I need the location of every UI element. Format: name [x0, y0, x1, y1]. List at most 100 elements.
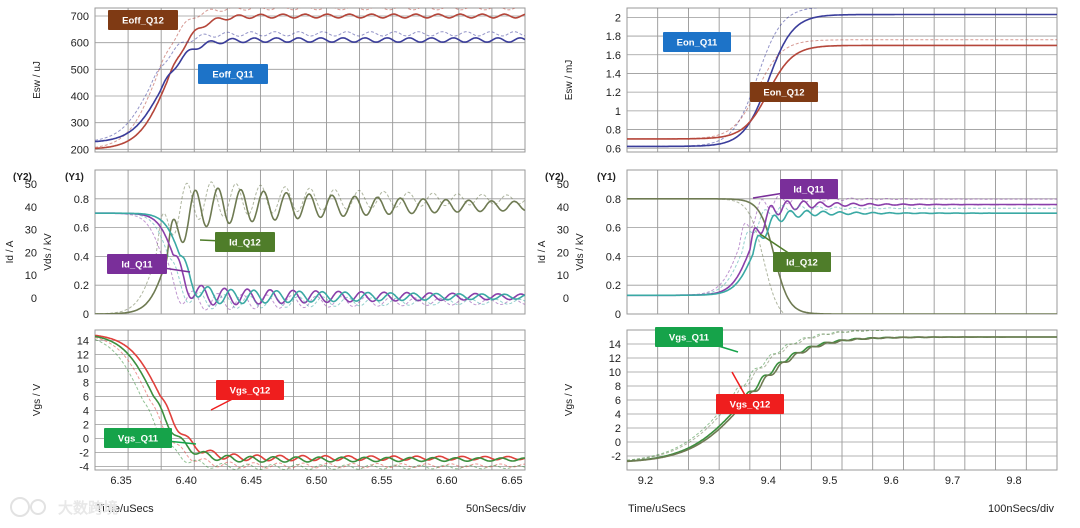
annotation-box	[107, 254, 167, 274]
annotation-label: Vgs_Q12	[730, 400, 771, 411]
y-axis-label: Vgs / V	[564, 384, 575, 417]
y2-tick-label: 30	[557, 225, 569, 237]
left-time-div-label: 50nSecs/div	[466, 503, 526, 515]
annotation-tag-vgs-q11: Vgs_Q11	[104, 428, 197, 448]
annotation-label: Eoff_Q11	[212, 70, 254, 81]
y2-tick-label: 10	[557, 270, 569, 282]
series-line-ghost-eoff-q11	[95, 31, 525, 141]
turnoff-esw-chart: 200 300 400 500 600 700 Esw / uJ Eoff_Q12 Eoff_Q…	[32, 7, 526, 156]
vds-axis-label: Vds / kV	[43, 233, 54, 271]
series-line-id-q12	[95, 212, 525, 305]
annotation-box	[750, 82, 818, 102]
x-tick-label: 6.40	[176, 475, 197, 487]
y-tick-label: 8	[615, 381, 621, 393]
y-tick-label: 12	[609, 353, 621, 365]
y-tick-label: 2	[83, 420, 89, 432]
y-tick-label: 14	[77, 336, 89, 348]
annotation-box	[716, 394, 784, 414]
turnoff-vds-id-plot-area	[94, 169, 526, 315]
y-tick-label: 200	[71, 144, 89, 156]
y-tick-label: 4	[615, 409, 621, 421]
y-tick-label: 14	[609, 339, 621, 351]
turnoff-vgs-chart: -4 -2 0 2 4 6 8 10 12 14 Vgs / V 6.35 6.40 6.45 6.50 6.…	[32, 329, 526, 487]
annotation-tag-id-q11: Id_Q11	[107, 254, 191, 274]
y-tick-label: 8	[83, 378, 89, 390]
x-tick-label: 9.3	[699, 475, 714, 487]
y-tick-label: 700	[71, 11, 89, 23]
y-tick-label: -4	[79, 462, 89, 474]
x-tick-label: 6.35	[110, 475, 131, 487]
y2-tick-label: 10	[25, 270, 37, 282]
id-axis-label: Id / A	[537, 240, 548, 263]
annotation-tag-vgs-q12: Vgs_Q12	[716, 371, 784, 414]
y-tick-label: 500	[71, 64, 89, 76]
turnoff-vds-id-chart: 0 0.2 0.4 0.6 0.8 0 10 20 30 40 50(Y2) (Y1) Id / A Vd…	[5, 169, 526, 321]
y-tick-label: 0	[615, 309, 621, 321]
y-tick-label: 10	[77, 364, 89, 376]
annotation-tag-id-q12: Id_Q12	[199, 232, 275, 252]
y-tick-label: 2	[615, 423, 621, 435]
left-x-axis-label: Time/uSecs	[96, 503, 154, 515]
x-tick-label: 6.60	[436, 475, 457, 487]
y2-tick-label: 20	[557, 247, 569, 259]
y-tick-label: 0.2	[606, 280, 621, 292]
turnoff-esw-plot-area	[94, 7, 526, 153]
y-tick-label: 0.2	[74, 280, 89, 292]
annotation-tag-eon-q12: Eon_Q12	[750, 82, 818, 102]
y-tick-label: 0.4	[606, 251, 621, 263]
annotation-tag-id-q11: Id_Q11	[752, 179, 838, 199]
annotation-label: Eoff_Q12	[122, 16, 164, 27]
y-tick-label: 1.2	[606, 87, 621, 99]
y-tick-label: 1.6	[606, 50, 621, 62]
y-tick-label: 0.6	[606, 143, 621, 155]
y2-axis-title: (Y2)	[13, 172, 32, 183]
annotation-box	[655, 327, 723, 347]
series-line-vgs-q12	[627, 336, 1057, 463]
id-axis-label: Id / A	[5, 240, 16, 263]
right-time-div-label: 100nSecs/div	[988, 503, 1055, 515]
y2-tick-label: 20	[25, 247, 37, 259]
annotation-box	[216, 380, 284, 400]
y-tick-label: 300	[71, 118, 89, 130]
y-tick-label: 0.8	[74, 194, 89, 206]
annotation-label: Vgs_Q12	[230, 386, 271, 397]
y-tick-label: 0.6	[74, 223, 89, 235]
series-line-vds-q11	[627, 198, 1057, 314]
annotation-box	[108, 10, 178, 30]
annotation-label: Id_Q12	[786, 258, 818, 269]
series-line-eon-q12	[627, 44, 1057, 140]
y-tick-label: 600	[71, 38, 89, 50]
series-line-eoff-q12	[95, 13, 525, 150]
y-tick-label: 4	[83, 406, 89, 418]
annotation-box	[773, 252, 831, 272]
x-tick-label: 6.55	[371, 475, 392, 487]
y-tick-label: 6	[83, 392, 89, 404]
annotation-label: Id_Q11	[121, 260, 153, 271]
turnon-esw-chart: 0.6 0.8 1 1.2 1.4 1.6 1.8 2 Esw / mJ Eon_Q11 Eon_Q…	[564, 7, 1058, 155]
annotation-tag-vgs-q12: Vgs_Q12	[210, 380, 284, 411]
y2-tick-label: 0	[563, 293, 569, 305]
y2-tick-label: 40	[25, 202, 37, 214]
series-line-vgs-q11	[95, 335, 525, 463]
y-tick-label: 1.8	[606, 31, 621, 43]
series-line-eon-q11	[627, 13, 1057, 148]
turnon-vds-id-chart: 0 0.2 0.4 0.6 0.8 0 10 20 30 40 50(Y2) (Y1) Id / A Vd…	[537, 169, 1058, 321]
series-line-vgs-q12	[95, 334, 525, 462]
vds-axis-label: Vds / kV	[575, 233, 586, 271]
y-tick-label: 10	[609, 367, 621, 379]
annotation-label: Eon_Q12	[763, 88, 804, 99]
series-line-ghost-id-q12	[95, 212, 525, 310]
y2-tick-label: 0	[31, 293, 37, 305]
y-tick-label: 1	[615, 106, 621, 118]
watermark-text: 大数跨境	[58, 499, 118, 517]
series-line-ghost-eoff-q12	[95, 8, 516, 148]
y-tick-label: 0	[83, 309, 89, 321]
x-tick-label: 9.4	[761, 475, 776, 487]
y-tick-label: 12	[77, 350, 89, 362]
watermark-logo-icon	[10, 497, 46, 517]
annotation-label: Eon_Q11	[677, 38, 718, 49]
annotation-tag-eoff-q11: Eoff_Q11	[198, 64, 268, 84]
y-axis-label: Vgs / V	[32, 384, 43, 417]
annotation-box	[198, 64, 268, 84]
annotation-tag-vgs-q11: Vgs_Q11	[655, 327, 739, 353]
